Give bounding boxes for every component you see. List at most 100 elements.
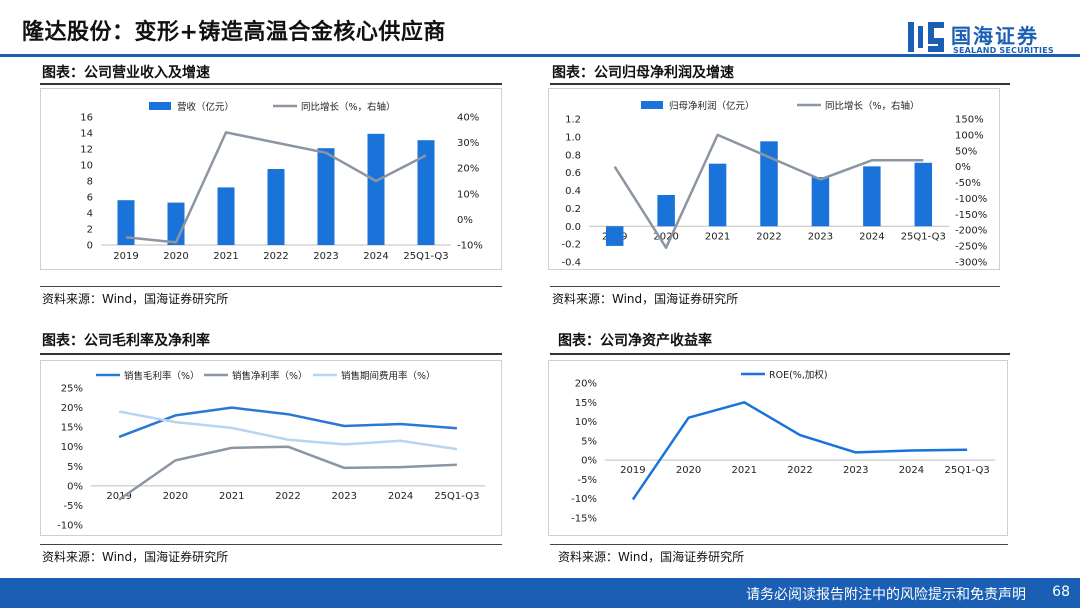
y2-tick-label: -100% xyxy=(955,194,987,205)
source-note: 资料来源：Wind，国海证券研究所 xyxy=(552,292,739,306)
y2-tick-label: -200% xyxy=(955,226,987,237)
y-tick-label: 0% xyxy=(67,481,83,492)
x-tick-label: 2024 xyxy=(859,231,884,242)
x-tick-label: 2019 xyxy=(113,251,138,262)
x-tick-label: 2020 xyxy=(163,491,188,502)
y2-tick-label: -300% xyxy=(955,258,987,269)
series-line xyxy=(631,401,968,501)
x-tick-label: 2022 xyxy=(787,465,812,476)
y-tick-label: -0.4 xyxy=(561,258,581,269)
y2-tick-label: -10% xyxy=(457,241,483,252)
chart-net-profit: -0.4 -0.2 0.0 0.2 0.4 0.6 0.8 1.0 1.2 -300% -250% -… xyxy=(548,88,1000,270)
bar xyxy=(914,162,933,227)
panel-divider xyxy=(550,83,1010,85)
y-tick-label: 16 xyxy=(80,113,93,124)
x-tick-label: 2022 xyxy=(263,251,288,262)
series-line xyxy=(118,445,457,501)
bar xyxy=(811,177,830,227)
x-tick-label: 2022 xyxy=(756,231,781,242)
logo-text-cn: 国海证券 xyxy=(951,24,1039,48)
y-tick-label: 0 xyxy=(87,241,93,252)
y-tick-label: 0% xyxy=(581,456,597,467)
bar xyxy=(657,194,675,227)
y2-tick-label: 40% xyxy=(457,113,479,124)
x-tick-label: 2020 xyxy=(163,251,188,262)
y2-tick-label: 0% xyxy=(955,162,971,173)
y2-tick-label: 30% xyxy=(457,138,479,149)
source-divider xyxy=(40,544,502,545)
legend-label: ROE(%,加权) xyxy=(769,369,828,381)
panel-divider xyxy=(40,353,502,355)
chart-roe: -15% -10% -5% 0% 5% 10% 15% 20% 2019 2020 2021 2022… xyxy=(548,360,1008,536)
bar xyxy=(367,133,385,245)
y-tick-label: 20% xyxy=(575,379,597,390)
x-tick-label: 2023 xyxy=(808,231,833,242)
y-tick-label: 8 xyxy=(87,177,93,188)
panel-divider xyxy=(550,353,1010,355)
panel-title-revenue: 图表：公司营业收入及增速 xyxy=(42,65,210,81)
legend-label: 同比增长（%，右轴） xyxy=(301,101,396,113)
y-tick-label: 6 xyxy=(87,193,93,204)
x-tick-label: 25Q1-Q3 xyxy=(945,465,990,476)
legend-swatch xyxy=(149,102,171,110)
x-tick-label: 2024 xyxy=(899,465,924,476)
y-tick-label: 15% xyxy=(575,398,597,409)
bar xyxy=(605,226,624,246)
source-note: 资料来源：Wind，国海证券研究所 xyxy=(42,292,229,306)
footer-disclaimer: 请务必阅读报告附注中的风险提示和免责声明 xyxy=(746,587,1026,603)
x-tick-label: 25Q1-Q3 xyxy=(403,251,448,262)
x-tick-label: 2023 xyxy=(843,465,868,476)
bar xyxy=(317,148,335,245)
legend-swatch xyxy=(641,101,663,109)
logo-mark-icon xyxy=(908,22,944,57)
chart-margins: -10% -5% 0% 5% 10% 15% 20% 25% 2019 2020 2021 2022 2… xyxy=(40,360,502,536)
x-tick-label: 2021 xyxy=(219,491,244,502)
footer-bar: 请务必阅读报告附注中的风险提示和免责声明 68 xyxy=(0,578,1080,608)
y-tick-label: -5% xyxy=(64,501,83,512)
y-tick-label: 14 xyxy=(80,129,93,140)
bar xyxy=(167,202,185,245)
y2-tick-label: 100% xyxy=(955,130,984,141)
panel-title-net-profit: 图表：公司归母净利润及增速 xyxy=(552,65,734,81)
y-tick-label: 1.2 xyxy=(565,115,581,126)
chart-revenue-svg: 0 2 4 6 8 10 12 14 16 -10% 0% 10% 20% 30% 40% 2019 2020 2… xyxy=(80,101,483,262)
legend-label: 归母净利润（亿元） xyxy=(669,100,755,112)
bar xyxy=(708,163,727,227)
source-divider xyxy=(550,286,1000,287)
y2-tick-label: 20% xyxy=(457,164,479,175)
bar xyxy=(117,200,135,245)
y-tick-label: 25% xyxy=(61,384,83,395)
x-tick-label: 2020 xyxy=(653,231,678,242)
x-tick-label: 2022 xyxy=(275,491,300,502)
series-line xyxy=(613,133,924,249)
x-tick-label: 25Q1-Q3 xyxy=(434,491,479,502)
legend-label: 销售期间费用率（%） xyxy=(341,370,436,382)
y2-tick-label: 150% xyxy=(955,115,984,126)
panel-title-margins: 图表：公司毛利率及净利率 xyxy=(42,333,210,349)
y-tick-label: 5% xyxy=(67,462,83,473)
y-tick-label: 4 xyxy=(87,209,93,220)
legend-label: 营收（亿元） xyxy=(177,101,234,113)
y-tick-label: -10% xyxy=(57,521,83,532)
panel-title-roe: 图表：公司净资产收益率 xyxy=(558,333,712,349)
y2-tick-label: 10% xyxy=(457,189,479,200)
y-tick-label: 10 xyxy=(80,161,93,172)
source-divider xyxy=(40,286,502,287)
series-line xyxy=(118,406,457,439)
y-tick-label: -15% xyxy=(571,514,597,525)
x-tick-label: 2021 xyxy=(705,231,730,242)
logo-text-en: SEALAND SECURITIES xyxy=(953,46,1054,55)
y2-tick-label: -50% xyxy=(955,178,981,189)
chart-net-profit-svg: -0.4 -0.2 0.0 0.2 0.4 0.6 0.8 1.0 1.2 -300% -250% -… xyxy=(561,100,987,269)
legend-label: 同比增长（%，右轴） xyxy=(825,100,920,112)
y2-tick-label: 0% xyxy=(457,215,473,226)
y-tick-label: 10% xyxy=(575,417,597,428)
y-tick-label: 1.0 xyxy=(565,132,581,143)
x-tick-label: 2021 xyxy=(732,465,757,476)
legend-label: 销售毛利率（%） xyxy=(124,370,200,382)
series-line xyxy=(125,131,427,244)
x-tick-label: 2021 xyxy=(213,251,238,262)
x-tick-label: 25Q1-Q3 xyxy=(901,231,946,242)
series-line xyxy=(118,410,458,451)
legend-label: 销售净利率（%） xyxy=(232,370,308,382)
